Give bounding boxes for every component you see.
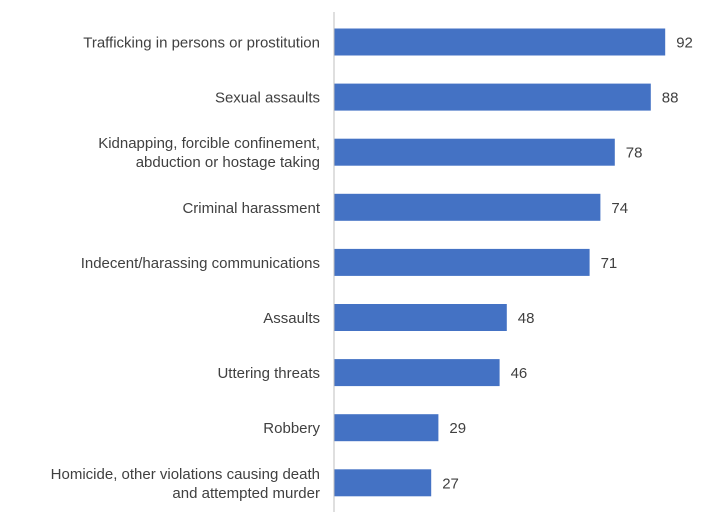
bar — [334, 248, 590, 276]
category-label: Uttering threats — [217, 365, 320, 382]
value-label: 88 — [662, 90, 679, 107]
bar — [334, 414, 439, 442]
value-labels-group: 92 88 78 74 71 48 46 29 27 — [442, 35, 693, 493]
bar — [334, 28, 666, 56]
category-labels-group: Trafficking in persons or prostitution Se… — [51, 35, 321, 502]
bar — [334, 138, 615, 166]
category-label: Kidnapping, forcible confinement, abducti… — [98, 135, 320, 171]
bar — [334, 359, 500, 387]
value-label: 92 — [676, 35, 693, 52]
category-label: Sexual assaults — [215, 90, 320, 107]
category-label: Assaults — [263, 310, 320, 327]
bar — [334, 469, 432, 497]
bar — [334, 83, 651, 111]
category-label: Criminal harassment — [182, 200, 320, 217]
value-label: 46 — [511, 365, 528, 382]
value-label: 71 — [601, 255, 618, 272]
value-label: 48 — [518, 310, 535, 327]
value-label: 78 — [626, 145, 643, 162]
category-label: Robbery — [263, 420, 320, 437]
bars-group — [334, 28, 666, 497]
value-label: 74 — [611, 200, 628, 217]
category-label: Indecent/harassing communications — [81, 255, 320, 272]
category-label: Homicide, other violations causing death… — [51, 466, 320, 502]
value-label: 27 — [442, 475, 459, 492]
bar — [334, 304, 507, 331]
value-label: 29 — [449, 420, 466, 437]
category-label: Trafficking in persons or prostitution — [83, 35, 320, 52]
bar — [334, 193, 601, 221]
